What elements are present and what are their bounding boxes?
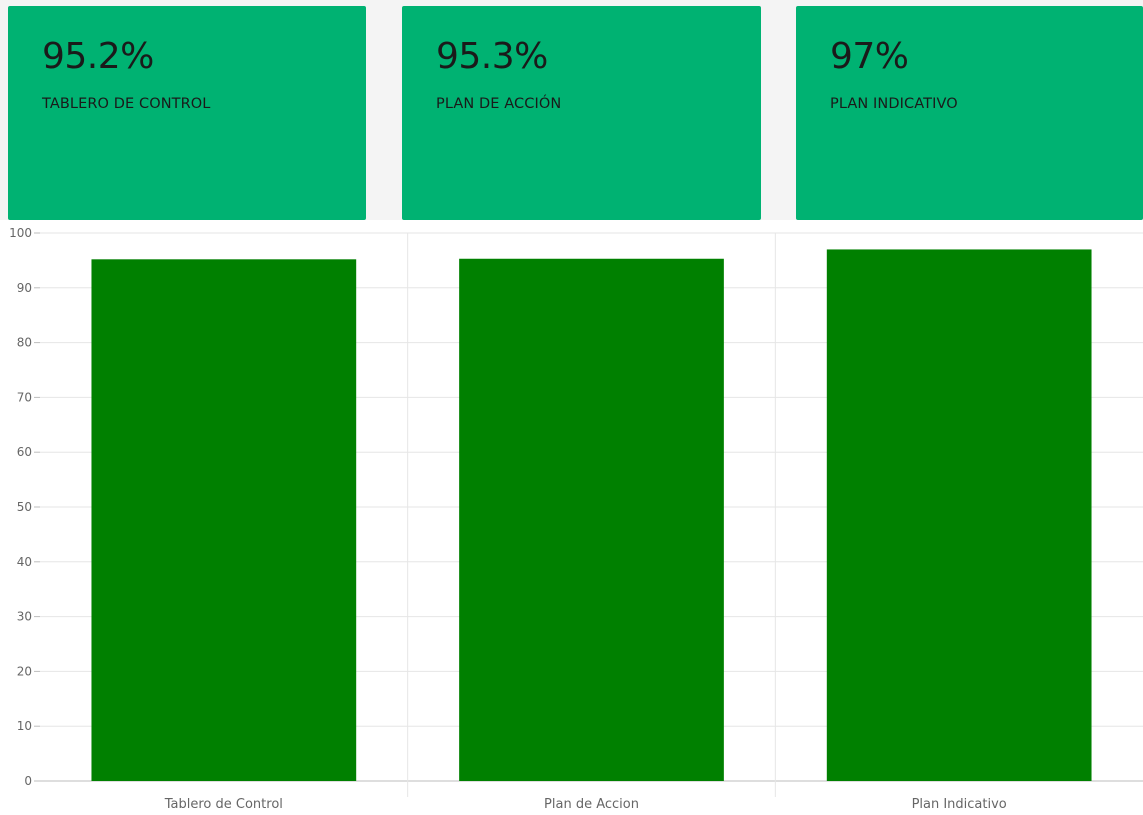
y-tick-label: 40 <box>17 555 32 569</box>
bar-plan-de-accion[interactable] <box>459 258 724 782</box>
x-axis: Tablero de Control Plan de Accion Plan Ind… <box>164 797 1007 812</box>
x-tick-label: Tablero de Control <box>164 797 283 812</box>
card-plan-indicativo[interactable]: 97% PLAN INDICATIVO <box>796 6 1143 220</box>
y-tick-label: 90 <box>17 281 32 295</box>
card-value: 97% <box>830 36 909 77</box>
bar-plan-indicativo[interactable] <box>826 249 1092 781</box>
y-tick-label: 20 <box>17 664 32 678</box>
y-tick-label: 30 <box>17 610 32 624</box>
card-value: 95.2% <box>42 36 154 77</box>
y-tick-label: 0 <box>24 774 32 788</box>
y-tick-label: 70 <box>17 390 32 404</box>
card-label: PLAN INDICATIVO <box>830 96 958 112</box>
card-plan-de-accion[interactable]: 95.3% PLAN DE ACCIÓN <box>402 6 761 220</box>
bar-tablero-de-control[interactable] <box>91 259 357 781</box>
chart-bars <box>91 249 1092 782</box>
card-label: PLAN DE ACCIÓN <box>436 96 562 112</box>
card-tablero-de-control[interactable]: 95.2% TABLERO DE CONTROL <box>8 6 366 220</box>
bar-chart: 0 10 20 30 40 50 60 70 80 90 100 Tablero de Contro… <box>9 226 1143 812</box>
x-tick-label: Plan Indicativo <box>912 797 1007 812</box>
y-tick-label: 10 <box>17 719 32 733</box>
bar-chart-container: 0 10 20 30 40 50 60 70 80 90 100 Tablero de Contro… <box>0 220 1143 815</box>
y-tick-label: 100 <box>9 226 32 240</box>
y-tick-label: 50 <box>17 500 32 514</box>
y-tick-label: 80 <box>17 336 32 350</box>
card-value: 95.3% <box>436 36 548 77</box>
x-tick-label: Plan de Accion <box>544 797 639 812</box>
card-label: TABLERO DE CONTROL <box>42 96 211 112</box>
y-tick-label: 60 <box>17 445 32 459</box>
y-axis: 0 10 20 30 40 50 60 70 80 90 100 <box>9 226 32 788</box>
